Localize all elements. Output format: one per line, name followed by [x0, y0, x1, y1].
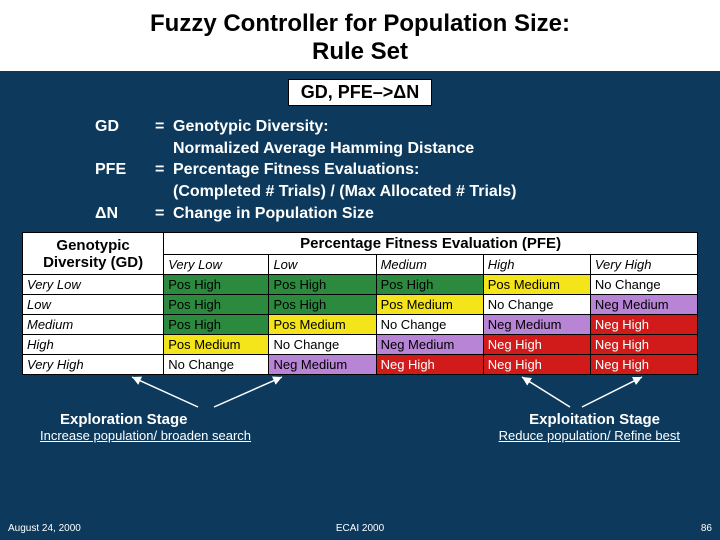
- rule-cell: Pos High: [376, 275, 483, 295]
- footer-venue: ECAI 2000: [336, 523, 384, 534]
- stage-labels: Exploration Stage Exploitation Stage: [60, 411, 660, 428]
- rule-cell: Neg High: [590, 315, 697, 335]
- def-eq: =: [155, 203, 173, 225]
- table-row: Very HighNo ChangeNeg MediumNeg HighNeg …: [23, 355, 698, 375]
- rowhead: High: [23, 335, 164, 355]
- rule-cell: Neg High: [483, 335, 590, 355]
- colhead: Very High: [590, 255, 697, 275]
- rule-cell: Pos High: [164, 295, 269, 315]
- slide-title: Fuzzy Controller for Population Size: Ru…: [0, 0, 720, 71]
- rule-cell: Neg Medium: [376, 335, 483, 355]
- def-body: Change in Population Size: [173, 203, 374, 225]
- def-body: Genotypic Diversity: Normalized Average …: [173, 116, 474, 159]
- def-eq: =: [155, 159, 173, 202]
- rule-cell: Neg High: [376, 355, 483, 375]
- rule-table-wrap: Genotypic Diversity (GD) Percentage Fitn…: [22, 232, 698, 375]
- rule-cell: Pos High: [164, 315, 269, 335]
- rule-box: GD, PFE–>ΔN: [288, 79, 432, 106]
- def-term: ΔN: [95, 203, 155, 225]
- slide: Fuzzy Controller for Population Size: Ru…: [0, 0, 720, 540]
- rule-cell: Neg High: [483, 355, 590, 375]
- rule-wrap: GD, PFE–>ΔN: [0, 79, 720, 106]
- rowhead: Medium: [23, 315, 164, 335]
- def-body: Percentage Fitness Evaluations: (Complet…: [173, 159, 517, 202]
- def-row: GD = Genotypic Diversity: Normalized Ave…: [95, 116, 720, 159]
- exploitation-label: Exploitation Stage: [529, 411, 660, 428]
- exploration-sub: Increase population/ broaden search: [40, 428, 251, 443]
- def-eq: =: [155, 116, 173, 159]
- def-row: ΔN = Change in Population Size: [95, 203, 720, 225]
- rowhead: Very High: [23, 355, 164, 375]
- def-term: GD: [95, 116, 155, 159]
- rule-cell: No Change: [376, 315, 483, 335]
- rule-cell: Pos High: [269, 275, 376, 295]
- rule-cell: Neg High: [590, 355, 697, 375]
- table-row: Very LowPos HighPos HighPos HighPos Medi…: [23, 275, 698, 295]
- stage-sublabels: Increase population/ broaden search Redu…: [40, 428, 680, 443]
- callout-arrows: [22, 375, 698, 409]
- table-row: LowPos HighPos HighPos MediumNo ChangeNe…: [23, 295, 698, 315]
- table-row: HighPos MediumNo ChangeNeg MediumNeg Hig…: [23, 335, 698, 355]
- rule-cell: No Change: [590, 275, 697, 295]
- colhead: Low: [269, 255, 376, 275]
- rule-cell: No Change: [269, 335, 376, 355]
- footer-date: August 24, 2000: [8, 523, 81, 534]
- rule-cell: Neg Medium: [269, 355, 376, 375]
- footer-page: 86: [701, 523, 712, 534]
- rule-cell: Pos High: [164, 275, 269, 295]
- col-axis-label: Percentage Fitness Evaluation (PFE): [164, 233, 698, 255]
- rule-cell: Neg Medium: [483, 315, 590, 335]
- table-row: MediumPos HighPos MediumNo ChangeNeg Med…: [23, 315, 698, 335]
- title-line1: Fuzzy Controller for Population Size:: [150, 10, 570, 37]
- rule-table: Genotypic Diversity (GD) Percentage Fitn…: [22, 232, 698, 375]
- exploitation-sub: Reduce population/ Refine best: [499, 428, 680, 443]
- colhead: Very Low: [164, 255, 269, 275]
- rule-cell: Pos Medium: [269, 315, 376, 335]
- exploration-label: Exploration Stage: [60, 411, 188, 428]
- rowhead: Low: [23, 295, 164, 315]
- colhead: Medium: [376, 255, 483, 275]
- colhead: High: [483, 255, 590, 275]
- title-line2: Rule Set: [312, 38, 408, 65]
- definitions: GD = Genotypic Diversity: Normalized Ave…: [95, 116, 720, 224]
- def-row: PFE = Percentage Fitness Evaluations: (C…: [95, 159, 720, 202]
- rule-cell: Pos Medium: [483, 275, 590, 295]
- row-axis-label: Genotypic Diversity (GD): [23, 233, 164, 275]
- def-term: PFE: [95, 159, 155, 202]
- rowhead: Very Low: [23, 275, 164, 295]
- rule-cell: No Change: [483, 295, 590, 315]
- rule-cell: Pos Medium: [164, 335, 269, 355]
- rule-cell: Neg Medium: [590, 295, 697, 315]
- rule-cell: Pos High: [269, 295, 376, 315]
- arrow-svg: [22, 375, 698, 409]
- rule-cell: Neg High: [590, 335, 697, 355]
- rule-cell: Pos Medium: [376, 295, 483, 315]
- rule-cell: No Change: [164, 355, 269, 375]
